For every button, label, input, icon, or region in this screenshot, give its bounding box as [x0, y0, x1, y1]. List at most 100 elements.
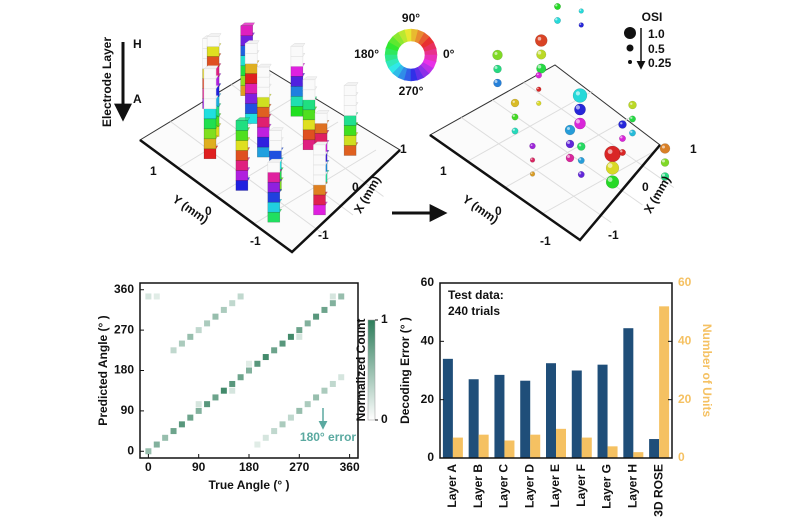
point	[237, 374, 244, 381]
cube	[267, 171, 281, 183]
sphere-highlight	[555, 18, 558, 21]
cube	[203, 128, 217, 140]
x-tick-label: Layer B	[471, 464, 485, 508]
sphere	[493, 78, 502, 88]
x-axis-tick: 1	[690, 142, 697, 156]
point	[304, 320, 311, 327]
cube	[313, 154, 326, 166]
cube	[244, 103, 258, 114]
bar	[478, 434, 489, 458]
cube	[244, 73, 258, 84]
cube	[302, 109, 316, 121]
cube	[290, 106, 304, 117]
cube	[343, 135, 357, 146]
sphere	[535, 72, 542, 79]
sphere	[536, 63, 547, 74]
sphere-highlight	[607, 149, 613, 155]
osi-symbol	[624, 27, 636, 39]
plane-edge	[139, 138, 401, 254]
sphere-highlight	[578, 172, 582, 175]
sphere-highlight	[607, 163, 613, 169]
osi-title: OSI	[642, 10, 663, 24]
cube	[206, 56, 220, 67]
sphere-highlight	[512, 128, 515, 131]
sphere	[572, 88, 588, 103]
x-axis-tick: 1	[400, 142, 407, 156]
point	[170, 428, 177, 435]
point	[329, 380, 336, 387]
osi-symbol	[628, 60, 632, 64]
cube	[257, 126, 270, 138]
cube	[235, 170, 249, 181]
point	[195, 407, 202, 414]
cube-top	[302, 76, 318, 81]
x-tick-label: Layer E	[548, 464, 562, 507]
point	[304, 401, 311, 408]
x-tick-label: 360	[340, 460, 360, 474]
y2-tick-label: 20	[678, 392, 692, 406]
plot-frame	[439, 282, 673, 459]
cube	[203, 68, 217, 80]
x-tick-label: 3D ROSE	[651, 464, 665, 517]
bar	[530, 434, 541, 458]
plane-grid	[542, 143, 668, 215]
point	[187, 333, 194, 340]
bar	[520, 380, 531, 458]
sphere-highlight	[578, 144, 582, 147]
sphere-highlight	[494, 52, 498, 55]
sphere	[529, 157, 536, 163]
sphere-highlight	[607, 177, 613, 183]
point	[279, 421, 286, 428]
sphere-highlight	[530, 158, 533, 161]
point	[329, 293, 336, 300]
point	[313, 394, 320, 401]
sphere-highlight	[620, 136, 623, 139]
sphere	[554, 17, 561, 24]
cube	[343, 145, 357, 156]
sphere	[511, 113, 519, 121]
point	[162, 434, 169, 441]
sphere-highlight	[537, 64, 542, 69]
cube	[206, 46, 220, 57]
y-tick-label: 360	[114, 282, 134, 296]
bar	[623, 328, 634, 458]
point	[254, 360, 261, 367]
cube	[244, 43, 258, 54]
sphere	[577, 142, 586, 151]
cube	[257, 106, 270, 118]
y-tick-label: 270	[114, 322, 134, 336]
y-axis-tick: 1	[440, 164, 447, 178]
cube	[313, 194, 326, 206]
sphere-highlight	[620, 122, 623, 125]
y2-tick-label: 40	[678, 334, 692, 348]
cube	[235, 120, 249, 131]
wheel-label: 270°	[399, 84, 424, 98]
cube	[302, 119, 316, 131]
x-axis-tick: -1	[318, 228, 329, 242]
cube	[257, 76, 270, 88]
cube	[314, 113, 328, 124]
bar	[468, 379, 479, 458]
sphere-highlight	[537, 36, 542, 41]
y-axis-label: Predicted Angle (° )	[96, 315, 110, 425]
cube	[302, 129, 316, 141]
cube	[313, 174, 326, 186]
x-tick-label: 180	[239, 460, 259, 474]
sphere-highlight	[567, 141, 570, 144]
cube	[343, 105, 357, 116]
y-axis-tick: 0	[495, 204, 502, 218]
y-tick-label: 20	[421, 392, 435, 406]
point	[338, 374, 345, 381]
point	[296, 333, 303, 340]
cube	[203, 78, 217, 90]
cube-top	[239, 22, 256, 26]
plane-edge	[429, 133, 661, 242]
x-tick-label: Layer F	[574, 464, 588, 507]
x-tick-label: 270	[289, 460, 309, 474]
y-tick-label: 90	[121, 403, 135, 417]
point	[271, 347, 278, 354]
sphere	[619, 149, 626, 156]
point	[178, 340, 185, 347]
sphere	[493, 64, 502, 74]
cube	[240, 25, 253, 36]
